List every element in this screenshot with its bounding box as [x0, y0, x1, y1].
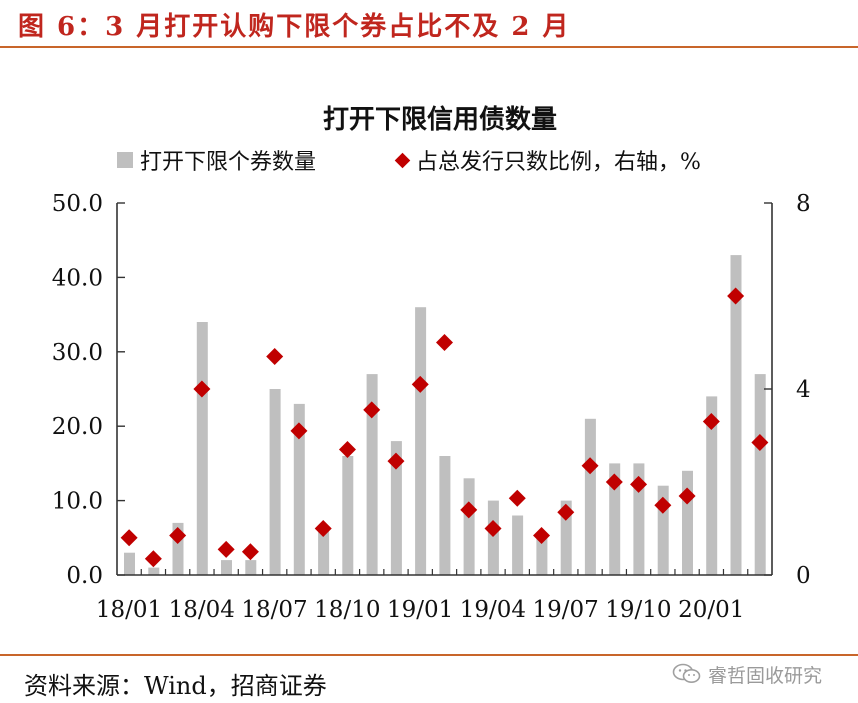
bar — [221, 560, 232, 575]
bar — [318, 530, 330, 575]
bar — [706, 396, 718, 575]
chart-canvas: 打开下限信用债数量 打开下限个券数量 占总发行只数比例，右轴，% 0.0 10.0… — [52, 105, 811, 623]
data-marker — [557, 503, 575, 521]
footer-rule — [0, 654, 858, 656]
x-tick-label: 18/07 — [241, 597, 307, 623]
y-left-tick-label: 0.0 — [66, 563, 103, 589]
data-marker — [217, 540, 235, 558]
x-tick-label: 19/10 — [605, 597, 671, 623]
watermark-text: 睿哲固收研究 — [708, 664, 823, 687]
bar — [463, 478, 475, 575]
data-marker — [193, 380, 211, 398]
x-tick-label: 18/04 — [169, 597, 235, 623]
data-marker — [241, 543, 259, 561]
legend-marker-label: 占总发行只数比例，右轴，% — [416, 150, 701, 175]
chart-title: 打开下限信用债数量 — [323, 105, 557, 135]
data-marker — [605, 473, 623, 491]
y-right-tick-label: 4 — [796, 377, 811, 403]
bar-series — [124, 255, 766, 575]
y-left-tick-label: 20.0 — [52, 414, 103, 440]
bar — [609, 463, 621, 575]
bar — [366, 374, 378, 575]
data-marker — [290, 422, 308, 440]
bar — [536, 537, 548, 575]
legend-bar-label: 打开下限个券数量 — [140, 150, 316, 175]
legend-bar-swatch — [117, 152, 133, 168]
x-tick-label: 19/04 — [460, 597, 526, 623]
y-left-tick-label: 40.0 — [52, 265, 103, 291]
marker-series — [120, 287, 769, 568]
data-marker — [338, 440, 356, 458]
y-left-tick-label: 50.0 — [52, 191, 103, 217]
data-marker — [654, 496, 672, 514]
y-right-tick-label: 8 — [796, 191, 811, 217]
data-marker — [702, 413, 720, 431]
data-marker — [678, 487, 696, 505]
data-marker — [727, 287, 745, 305]
y-right-tick-label: 0 — [796, 563, 811, 589]
axes — [116, 202, 773, 576]
y-left-tick-label: 10.0 — [52, 489, 103, 515]
bar — [633, 463, 645, 575]
data-marker — [508, 489, 526, 507]
data-marker — [460, 501, 478, 519]
bar — [269, 389, 281, 575]
source-note: 资料来源：Wind，招商证券 — [24, 672, 327, 700]
data-marker — [630, 475, 648, 493]
data-marker — [314, 520, 332, 537]
bar — [730, 255, 742, 575]
data-marker — [363, 401, 381, 419]
bar — [342, 456, 354, 575]
x-tick-label: 20/01 — [678, 597, 744, 623]
figure-title: 图 6：3 月打开认购下限个券占比不及 2 月 — [18, 12, 571, 42]
bar — [657, 485, 669, 575]
data-marker — [484, 520, 502, 537]
x-tick-label: 18/01 — [96, 597, 162, 623]
bar — [172, 522, 184, 575]
y-left-tick-label: 30.0 — [52, 340, 103, 366]
wechat-icon — [672, 663, 701, 683]
bar — [584, 418, 596, 575]
bar — [293, 403, 305, 575]
bar — [439, 456, 451, 575]
bar — [245, 560, 257, 575]
x-tick-label: 18/10 — [314, 597, 380, 623]
data-marker — [581, 457, 599, 475]
data-marker — [120, 529, 138, 547]
bar — [124, 552, 135, 575]
watermark: 睿哲固收研究 — [672, 658, 822, 690]
data-marker — [436, 334, 453, 351]
data-marker — [387, 452, 405, 470]
data-marker — [266, 347, 284, 365]
bar — [682, 470, 693, 575]
bar — [390, 441, 402, 575]
bar — [560, 500, 572, 575]
bar — [512, 515, 524, 575]
bar — [415, 307, 427, 575]
bar — [487, 500, 499, 575]
legend-marker-swatch — [394, 152, 411, 169]
legend: 打开下限个券数量 占总发行只数比例，右轴，% — [117, 150, 701, 175]
tick-labels: 0.0 10.0 20.0 30.0 40.0 50.0 0 4 8 18/01 18/04 18/0… — [52, 191, 811, 623]
x-tick-label: 19/01 — [387, 597, 453, 623]
data-marker — [169, 526, 187, 544]
figure-header: 图 6：3 月打开认购下限个券占比不及 2 月 — [0, 0, 858, 48]
data-marker — [533, 526, 551, 544]
bar — [148, 567, 160, 575]
x-tick-label: 19/07 — [533, 597, 599, 623]
bar — [754, 374, 766, 575]
bar — [196, 322, 208, 575]
data-marker — [751, 433, 769, 451]
data-marker — [144, 550, 162, 568]
data-marker — [411, 375, 429, 393]
